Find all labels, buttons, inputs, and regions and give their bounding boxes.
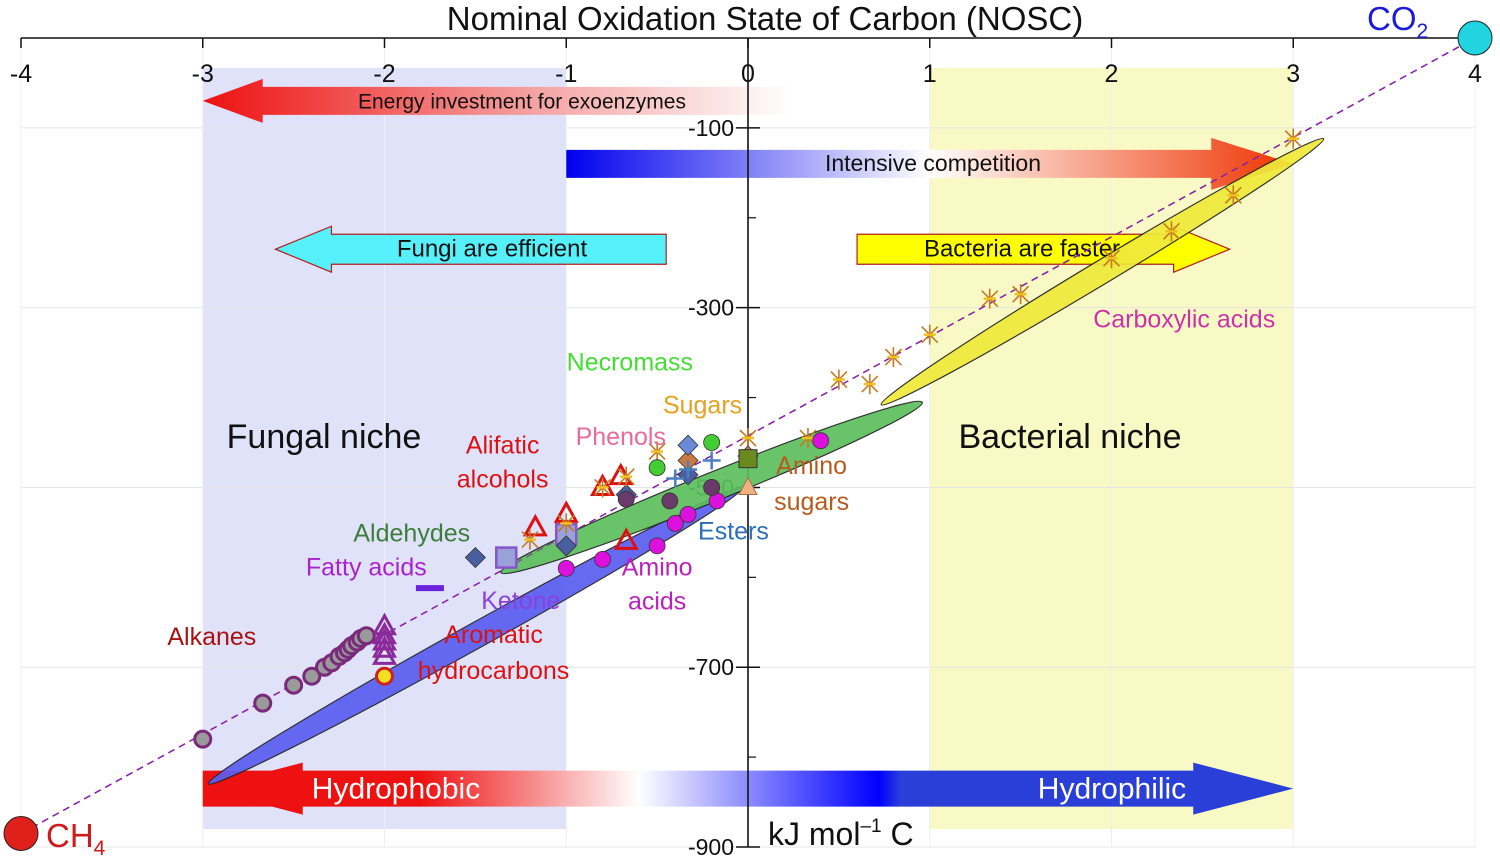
- class-label-esters: Esters: [698, 518, 769, 546]
- y-tick-label: -300: [688, 295, 734, 321]
- class-label-alcohols: alcohols: [457, 465, 549, 493]
- chart-title: Nominal Oxidation State of Carbon (NOSC): [447, 0, 1083, 37]
- x-tick-label: 3: [1286, 60, 1300, 88]
- phenols-point: [661, 492, 679, 510]
- esters-point: [702, 451, 721, 470]
- x-tick-label: 0: [741, 60, 755, 88]
- esters-diamond-point: [677, 434, 699, 456]
- ch4-label: CH4: [46, 817, 106, 860]
- phenols-point: [703, 479, 721, 496]
- aromatic-hydrocarbons-point: [371, 627, 398, 651]
- necromass-point: [703, 434, 721, 451]
- class-label-sugars: sugars: [774, 488, 849, 516]
- amino-acids-point: [594, 550, 611, 568]
- esters-point: [679, 460, 698, 479]
- class-label-sugars: Sugars: [663, 392, 742, 420]
- y-axis-label: kJ mol–1 C: [768, 816, 914, 852]
- amino-sugars-triangle-point: [738, 476, 758, 495]
- x-tick-label: 1: [923, 60, 937, 88]
- hydro-arrow-head-left: [202, 762, 303, 815]
- class-label-amino: Amino: [776, 452, 847, 480]
- hydrophobic-arrow-label: Hydrophobic: [312, 772, 480, 805]
- class-label-necromass: Necromass: [567, 349, 693, 377]
- fungi-arrow: [273, 225, 667, 274]
- class-label-phenols: Phenols: [576, 423, 666, 451]
- fungal-niche-label: Fungal niche: [227, 418, 422, 456]
- amino-acids-point: [557, 559, 575, 577]
- class-label-acids: acids: [628, 588, 686, 616]
- alifatic-alcohols-point: [613, 527, 639, 550]
- data-marks: [193, 128, 1302, 749]
- co2-label: CO2: [1367, 0, 1428, 43]
- y-tick-label: -700: [688, 654, 734, 680]
- ketone-point: [495, 546, 518, 569]
- class-label-carboxylic-acids: Carboxylic acids: [1093, 305, 1275, 333]
- alkanes-point: [253, 693, 273, 713]
- fungi-arrow-label: Fungi are efficient: [397, 236, 588, 263]
- aromatic-hydrocarbons-point: [371, 635, 398, 658]
- aldehydes-point: [555, 535, 577, 557]
- bacterial-niche-label: Bacterial niche: [958, 418, 1181, 456]
- amino-acids-point: [812, 432, 830, 450]
- necromass-point: [648, 459, 666, 477]
- bacteria-arrow-label: Bacteria are faster: [924, 236, 1120, 263]
- x-tick-label: -1: [555, 60, 577, 88]
- x-tick-label: -3: [192, 60, 214, 88]
- y-tick-label: -100: [688, 115, 734, 141]
- class-label-ketone: Ketone: [481, 587, 560, 615]
- grid-lines: [20, 38, 1476, 848]
- co2-marker: [1457, 20, 1493, 56]
- chart-text: Nominal Oxidation State of Carbon (NOSC)…: [46, 0, 1428, 860]
- competition-arrow-label: Intensive competition: [825, 150, 1041, 176]
- aldehydes-point: [464, 546, 486, 569]
- class-label-amino: Amino: [622, 554, 693, 582]
- class-label-fatty-acids: Fatty acids: [306, 554, 427, 582]
- x-tick-label: -4: [10, 60, 32, 88]
- phenols-point: [617, 490, 635, 508]
- amino-acids-point: [648, 537, 666, 555]
- ch4-marker: [3, 816, 39, 852]
- amino-acids-point: [666, 515, 684, 532]
- carboxylic-ellipse: [880, 137, 1325, 406]
- energy-arrow-label: Energy investment for exoenzymes: [358, 90, 686, 113]
- x-tick-label: 4: [1468, 60, 1482, 88]
- esters-point: [666, 469, 685, 488]
- alkanes-point: [193, 729, 213, 749]
- alkanes-point: [356, 626, 376, 646]
- class-labels: Necromass Sugars Phenols Alifatic alcohols Am…: [167, 305, 1275, 684]
- aromatic-hydrocarbons-point: [371, 642, 398, 665]
- class-label-alkanes: Alkanes: [167, 623, 256, 651]
- x-tick-label: 2: [1105, 60, 1119, 88]
- x-tick-label: -2: [373, 60, 395, 88]
- class-label-aromatic: Aromatic: [444, 621, 543, 649]
- y-tick-label: -900: [688, 834, 734, 860]
- aromatic-hydrocarbon-point-point: [375, 666, 394, 686]
- class-label-hydrocarbons: hydrocarbons: [418, 657, 569, 685]
- class-label-aldehydes: Aldehydes: [353, 519, 470, 547]
- fatty-acids-point: [415, 585, 444, 592]
- energy-arrow: [202, 78, 794, 123]
- alkanes-point: [284, 675, 304, 695]
- amino-acids-point: [679, 506, 697, 523]
- alkanes-point: [302, 666, 322, 686]
- amino-sugars-point: [738, 449, 758, 469]
- hydrophilic-arrow-label: Hydrophilic: [1038, 772, 1186, 805]
- class-label-alifatic: Alifatic: [466, 431, 540, 459]
